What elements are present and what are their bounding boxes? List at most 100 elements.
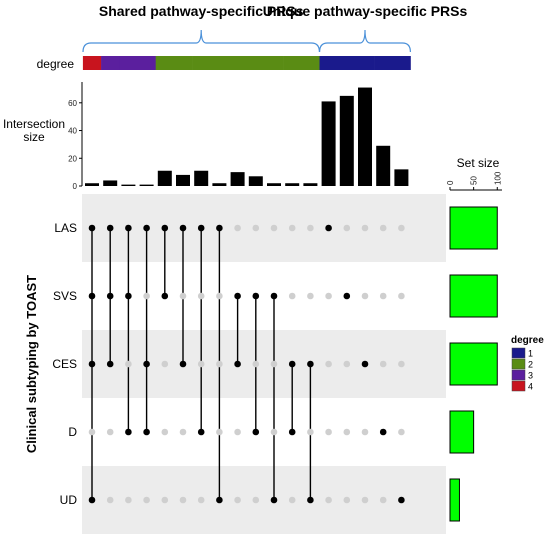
set-label-ces: CES	[52, 357, 77, 371]
matrix-dot-empty	[325, 428, 332, 436]
intersection-bar-9	[230, 172, 245, 186]
matrix-dot-filled	[379, 428, 387, 436]
group-header-1: Shared pathway-specific PRSs	[99, 3, 304, 19]
matrix-dot-empty	[398, 224, 405, 232]
legend-label-2: 2	[528, 360, 533, 370]
matrix-dot-empty	[234, 496, 241, 504]
matrix-dot-empty	[270, 428, 278, 436]
set-size-bar-ces	[449, 342, 498, 386]
matrix-dot-filled	[143, 360, 150, 368]
degree-cell-9	[228, 56, 247, 70]
matrix-row-shade	[82, 194, 446, 262]
intersection-y-tick-label: 60	[68, 99, 77, 108]
matrix-dot-filled	[325, 224, 332, 232]
matrix-dot-filled	[270, 496, 278, 504]
degree-cell-10	[246, 56, 266, 70]
matrix-dot-filled	[288, 428, 296, 436]
matrix-dot-filled	[197, 224, 205, 232]
matrix-dot-filled	[125, 428, 132, 436]
legend-label-3: 3	[528, 371, 533, 381]
matrix-dot-filled	[398, 496, 405, 504]
set-label-las: LAS	[54, 221, 77, 235]
matrix-dot-empty	[252, 224, 260, 232]
matrix-dot-filled	[216, 224, 223, 232]
matrix-dot-filled	[106, 292, 114, 300]
matrix-dot-filled	[361, 360, 369, 368]
matrix-dot-filled	[88, 224, 96, 232]
matrix-dot-empty	[197, 360, 205, 368]
matrix-dot-empty	[361, 292, 369, 300]
intersection-y-tick-label: 0	[73, 182, 78, 191]
matrix-dot-empty	[379, 496, 387, 504]
matrix-row-shade	[82, 330, 446, 398]
matrix-dot-empty	[343, 224, 351, 232]
legend-swatch-1	[511, 347, 526, 359]
set-size-tick-label: 0	[446, 180, 455, 185]
matrix-dot-empty	[307, 224, 314, 232]
matrix-dot-empty	[379, 292, 387, 300]
matrix-dot-empty	[252, 360, 260, 368]
set-label-svs: SVS	[53, 289, 77, 303]
matrix-dot-filled	[143, 224, 150, 232]
matrix-dot-empty	[343, 360, 351, 368]
matrix-dot-empty	[106, 496, 114, 504]
matrix-dot-filled	[143, 428, 150, 436]
matrix-row-shade	[82, 466, 446, 534]
matrix-dot-filled	[106, 360, 114, 368]
degree-cell-16	[355, 56, 375, 70]
matrix-dot-empty	[234, 428, 241, 436]
matrix-dot-empty	[361, 224, 369, 232]
matrix-dot-empty	[216, 428, 223, 436]
matrix-dot-empty	[161, 496, 169, 504]
degree-cell-11	[264, 56, 284, 70]
degree-cell-13	[301, 56, 320, 70]
matrix-dot-empty	[270, 360, 278, 368]
degree-cell-8	[210, 56, 229, 70]
matrix-dot-filled	[88, 360, 96, 368]
matrix-dot-filled	[288, 360, 296, 368]
matrix-dot-filled	[307, 360, 314, 368]
set-size-bar-las	[449, 206, 498, 250]
matrix-dot-empty	[143, 496, 150, 504]
matrix-dot-empty	[361, 428, 369, 436]
matrix-dot-filled	[125, 224, 132, 232]
legend-swatch-3	[511, 369, 526, 381]
matrix-dot-empty	[325, 292, 332, 300]
degree-cell-12	[283, 56, 302, 70]
intersection-bar-13	[303, 183, 318, 186]
matrix-dot-empty	[325, 360, 332, 368]
group-header-2: Unique pathway-specific PRSs	[263, 3, 468, 19]
matrix-dot-empty	[343, 496, 351, 504]
matrix-dot-filled	[197, 428, 205, 436]
matrix-dot-empty	[106, 428, 114, 436]
degree-strip: degree	[37, 56, 411, 71]
matrix-dot-filled	[106, 224, 114, 232]
matrix-dot-filled	[252, 292, 260, 300]
matrix-dot-empty	[325, 496, 332, 504]
intersection-bar-3	[121, 184, 136, 186]
legend-swatch-2	[511, 358, 526, 370]
intersection-bar-17	[376, 145, 391, 186]
matrix-dot-empty	[197, 496, 205, 504]
legend-title: degree	[511, 335, 544, 346]
group-bracket-1	[82, 29, 320, 53]
matrix-dot-empty	[270, 224, 278, 232]
intersection-y-tick-label: 20	[68, 154, 77, 163]
matrix-dot-empty	[307, 292, 314, 300]
intersection-bar-11	[267, 183, 281, 186]
degree-cell-6	[173, 56, 193, 70]
matrix-y-axis-title: Clinical subtyping by TOAST	[24, 275, 39, 453]
matrix-dot-filled	[252, 428, 260, 436]
matrix-dot-empty	[379, 360, 387, 368]
set-size-bar-ud	[449, 478, 460, 522]
matrix-dot-filled	[343, 292, 351, 300]
matrix-dot-empty	[216, 292, 223, 300]
intersection-bar-14	[321, 101, 336, 186]
matrix-dot-empty	[161, 428, 169, 436]
set-size-bar-d	[449, 410, 475, 454]
degree-cell-2	[101, 56, 120, 70]
matrix-dot-empty	[197, 292, 205, 300]
legend-label-4: 4	[528, 382, 533, 392]
